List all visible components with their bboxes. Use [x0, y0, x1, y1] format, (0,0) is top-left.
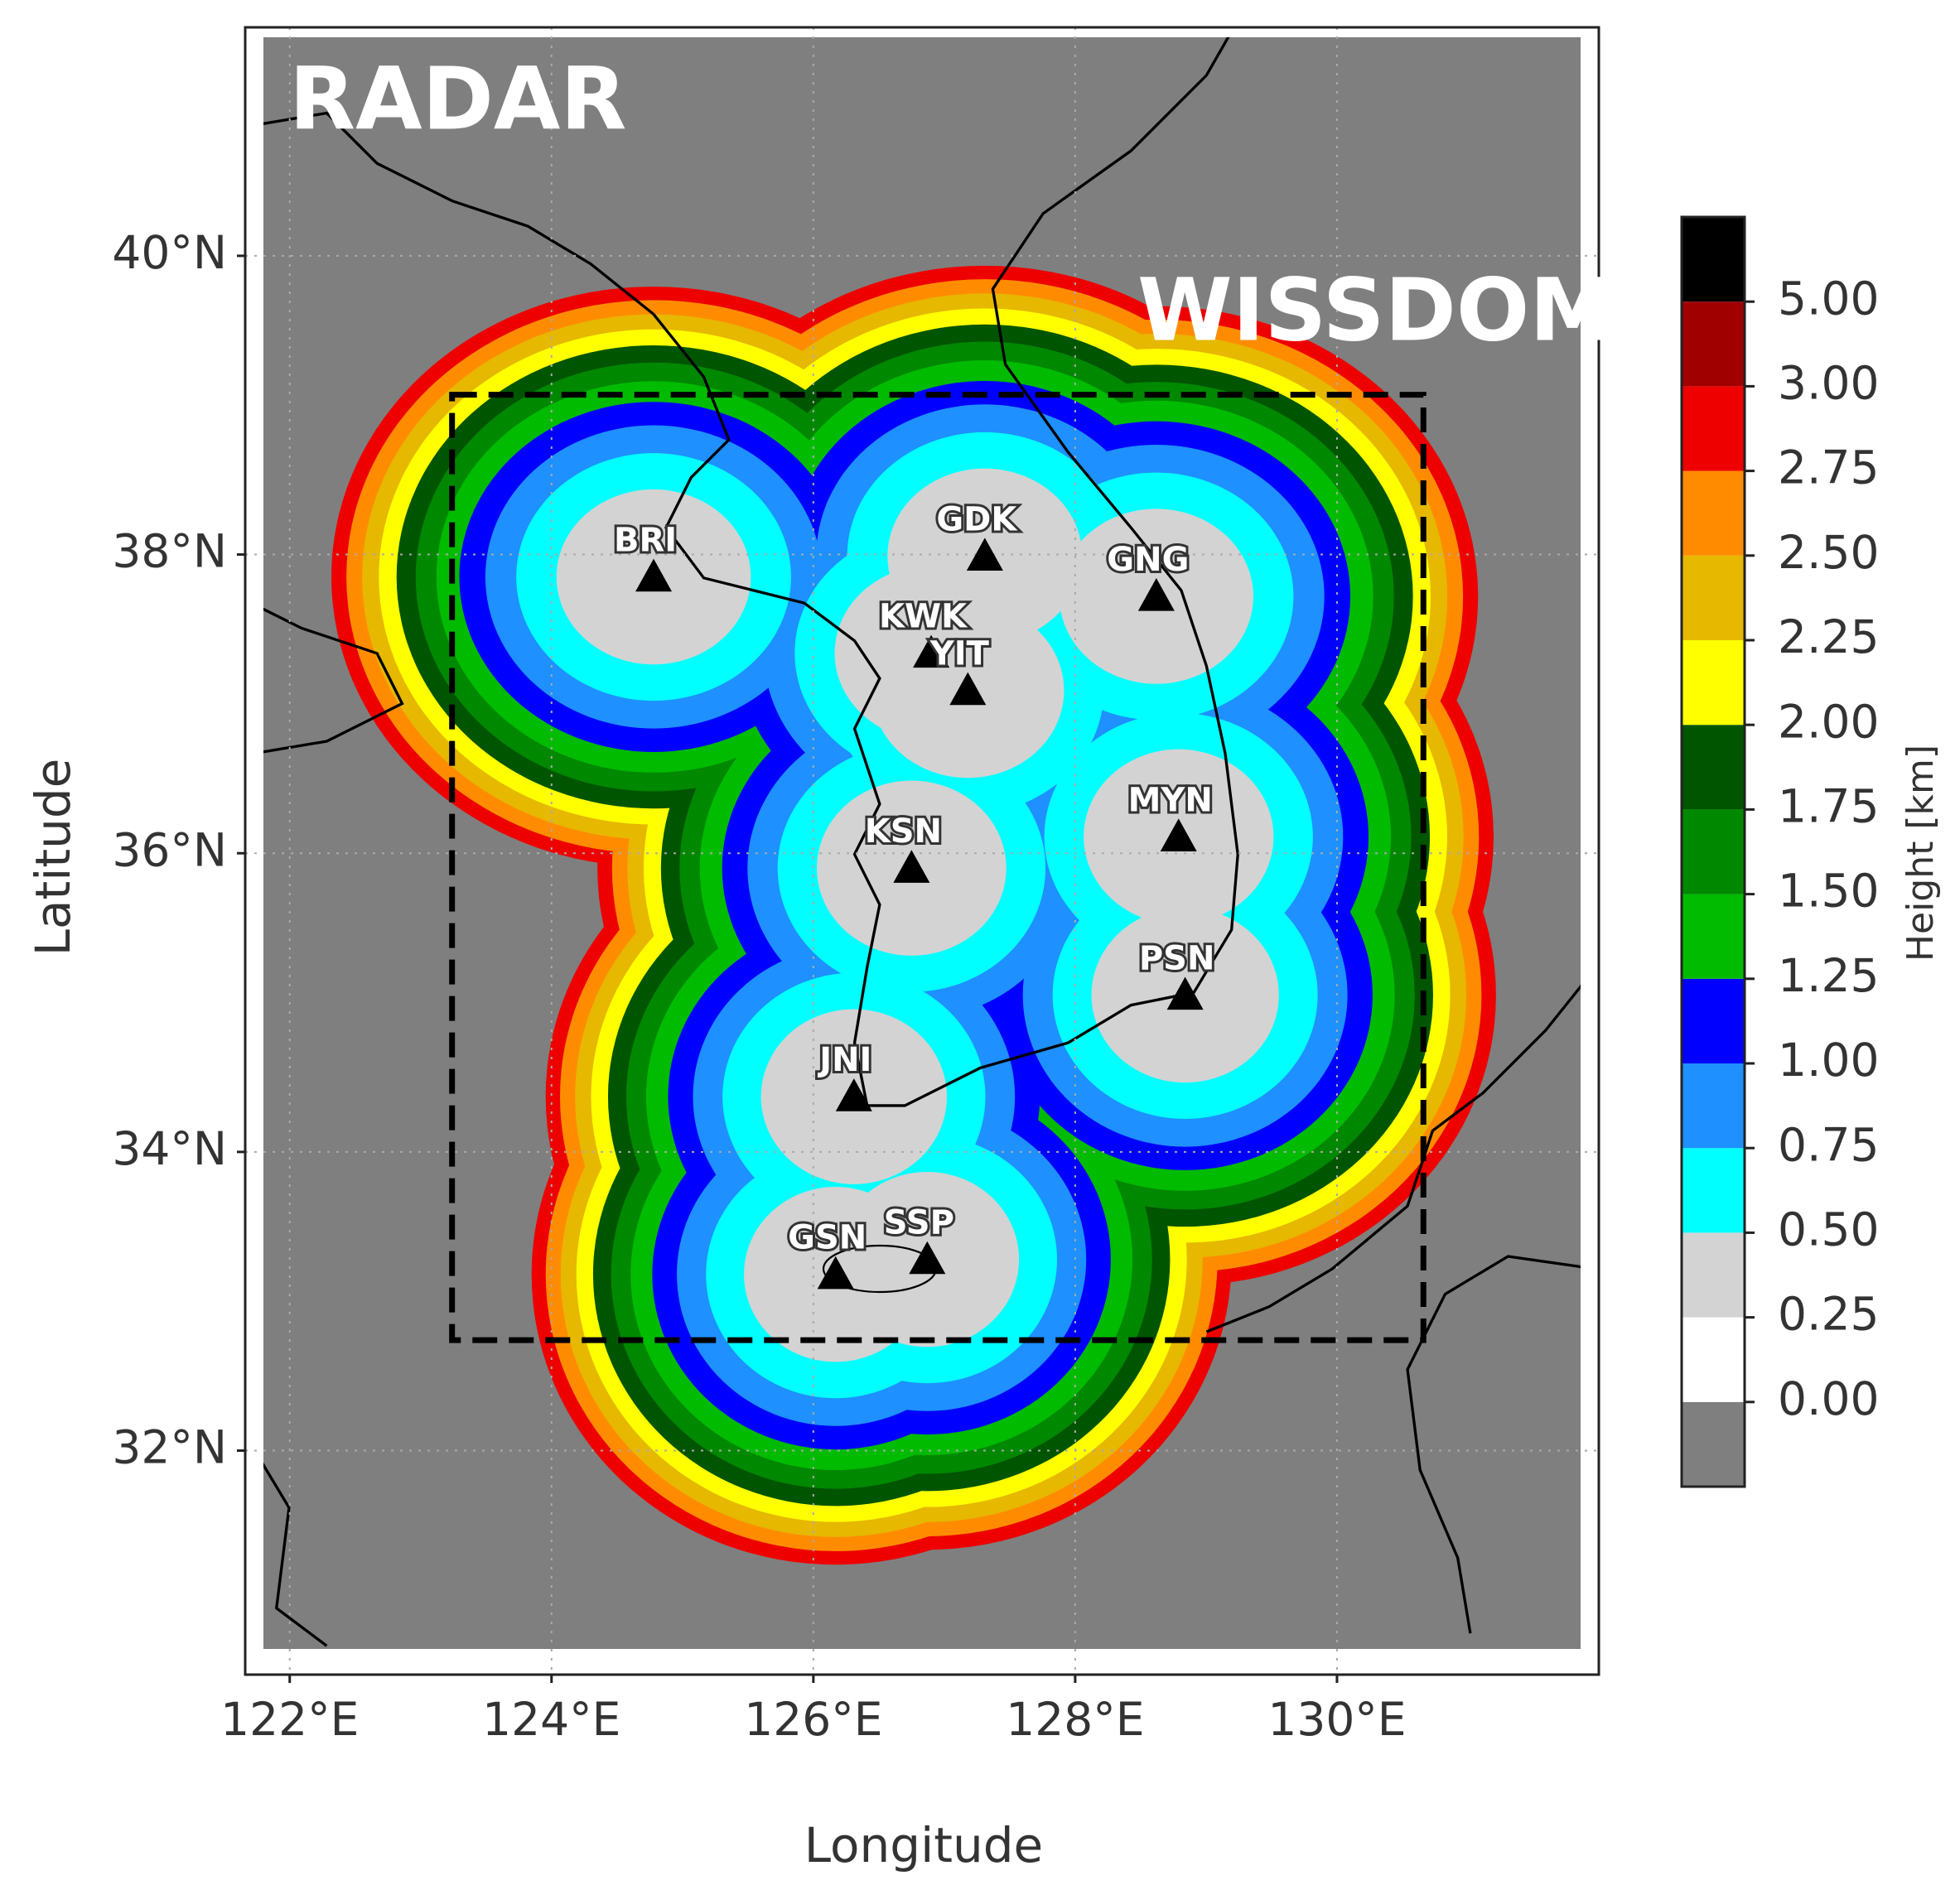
station-label: PSN — [1139, 940, 1215, 978]
colorbar-swatch — [1682, 978, 1745, 1063]
colorbar-swatch — [1682, 725, 1745, 810]
x-tick-label: 126°E — [744, 1693, 882, 1746]
station-marker — [949, 672, 987, 706]
x-tick-label: 130°E — [1267, 1693, 1406, 1746]
y-tick-label: 34°N — [112, 1122, 227, 1175]
station-marker — [913, 634, 950, 668]
colorbar-tick-label: 0.75 — [1778, 1118, 1879, 1171]
station-label: YIT — [929, 635, 990, 673]
station-marker — [1166, 976, 1204, 1010]
y-tick-label: 38°N — [112, 525, 227, 578]
station-marker — [1160, 818, 1197, 851]
colorbar-border — [1680, 215, 1746, 1488]
station-label: MYN — [1128, 781, 1213, 819]
station-marker — [817, 1256, 854, 1290]
station-label: JNI — [817, 1041, 871, 1079]
station-marker — [893, 850, 930, 883]
colorbar-tick-label: 2.25 — [1778, 610, 1879, 663]
x-tick-label: 124°E — [482, 1693, 620, 1746]
colorbar-swatch — [1682, 1232, 1745, 1318]
station-marker — [635, 558, 673, 592]
station-marker — [909, 1241, 946, 1275]
station-marker — [1137, 578, 1175, 611]
colorbar-swatch — [1682, 640, 1745, 726]
colorbar-tick-label: 2.00 — [1778, 695, 1879, 748]
coastline — [263, 111, 654, 1647]
domain-label: WISSDOM — [1137, 259, 1615, 360]
station-label: KWK — [879, 598, 968, 636]
station-marker — [966, 538, 1003, 571]
x-axis-label: Longitude — [804, 1817, 1043, 1873]
colorbar-tick-label: 2.50 — [1778, 526, 1879, 579]
colorbar-swatch — [1682, 386, 1745, 471]
colorbar-swatch — [1682, 894, 1745, 979]
coastline — [652, 37, 1239, 1107]
station-label: GDK — [936, 500, 1018, 538]
station-marker — [835, 1078, 872, 1111]
colorbar-tick-label: 0.25 — [1778, 1288, 1879, 1341]
colorbar-tick-label: 1.50 — [1778, 865, 1879, 918]
station-label: GSN — [788, 1219, 867, 1257]
colorbar-tick-label: 0.50 — [1778, 1203, 1879, 1256]
colorbar-tick-label: 2.75 — [1778, 441, 1879, 494]
colorbar-swatch — [1682, 301, 1745, 387]
station-label: BRI — [614, 522, 677, 560]
station-label: GNG — [1107, 541, 1189, 579]
station-label: SSP — [884, 1204, 954, 1242]
plot-border — [244, 26, 1600, 1676]
coastlines — [263, 37, 1581, 1647]
title: RADAR — [289, 48, 626, 149]
domain-box — [449, 392, 1427, 1343]
coastline — [1205, 984, 1581, 1634]
colorbar-tick-label: 1.00 — [1778, 1034, 1879, 1087]
colorbar-swatch — [1682, 555, 1745, 640]
colorbar-swatch — [1682, 809, 1745, 894]
colorbar-swatch — [1682, 217, 1745, 302]
y-tick-label: 40°N — [112, 226, 227, 279]
colorbar-swatch — [1682, 1401, 1745, 1487]
colorbar-swatch — [1682, 470, 1745, 556]
colorbar-label: Height [km] — [1900, 745, 1942, 962]
y-tick-label: 36°N — [112, 823, 227, 876]
colorbar-tick-label: 1.75 — [1778, 780, 1879, 833]
colorbar-swatch — [1682, 1148, 1745, 1233]
y-axis-label: Latitude — [25, 759, 81, 957]
colorbar-swatch — [1682, 1317, 1745, 1402]
colorbar-swatch — [1682, 1063, 1745, 1149]
colorbar-tick-label: 3.00 — [1778, 357, 1879, 410]
station-label: KSN — [865, 812, 942, 851]
x-tick-label: 122°E — [220, 1693, 359, 1746]
colorbar-tick-label: 1.25 — [1778, 949, 1879, 1002]
colorbar-tick-label: 5.00 — [1778, 272, 1879, 325]
y-tick-label: 32°N — [112, 1421, 227, 1474]
colorbar-tick-label: 0.00 — [1778, 1372, 1879, 1425]
x-tick-label: 128°E — [1006, 1693, 1144, 1746]
